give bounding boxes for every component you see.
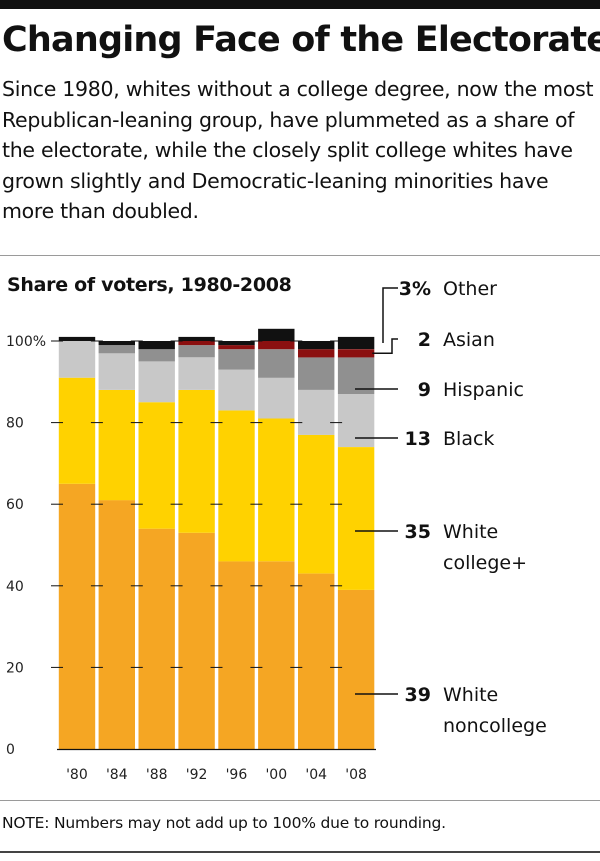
bar-segment bbox=[298, 434, 335, 574]
legend-label-line2: college+ bbox=[443, 552, 527, 574]
page-subtitle: Since 1980, whites without a college deg… bbox=[2, 77, 594, 223]
x-tick-label: '04 bbox=[305, 767, 327, 783]
legend-label-line2: noncollege bbox=[443, 715, 547, 737]
y-tick-label: 40 bbox=[6, 579, 24, 595]
legend-value: 2 bbox=[418, 329, 431, 351]
bar-segment bbox=[218, 345, 255, 350]
bottom-rule bbox=[0, 851, 600, 853]
chart-title: Share of voters, 1980-2008 bbox=[7, 274, 292, 296]
bar-segment bbox=[258, 561, 295, 749]
bar-segment bbox=[98, 390, 135, 501]
bar-segment bbox=[98, 353, 135, 390]
x-tick-label: '08 bbox=[345, 767, 367, 783]
bar-segment bbox=[258, 418, 295, 562]
bar-segment bbox=[218, 410, 255, 562]
bar-segment bbox=[138, 349, 175, 362]
bar-segment bbox=[218, 369, 255, 411]
legend-value: 39 bbox=[405, 684, 431, 706]
page-title: Changing Face of the Electorate bbox=[2, 20, 600, 60]
bar-segment bbox=[58, 341, 96, 378]
x-tick-label: '92 bbox=[186, 767, 208, 783]
bar-segment bbox=[138, 402, 175, 529]
bar-segment bbox=[298, 573, 335, 749]
y-tick-label: 80 bbox=[6, 416, 24, 432]
bar-segment bbox=[178, 390, 215, 533]
bar-segment bbox=[258, 377, 295, 419]
bar-segment bbox=[178, 336, 215, 341]
legend-value: 3% bbox=[399, 278, 431, 300]
legend-value: 9 bbox=[418, 379, 431, 401]
bar-segment bbox=[58, 336, 96, 341]
bar-segment bbox=[298, 357, 335, 390]
legend-value: 13 bbox=[405, 428, 431, 450]
y-tick-label: 60 bbox=[6, 497, 24, 513]
y-tick-label: 20 bbox=[6, 660, 24, 676]
bar-segment bbox=[258, 328, 295, 341]
bar-segment bbox=[337, 336, 375, 350]
bar-segment bbox=[58, 483, 96, 749]
bar-segment bbox=[138, 528, 175, 749]
bar-segment bbox=[178, 532, 215, 749]
bar-segment bbox=[98, 500, 135, 749]
bar-segment bbox=[58, 377, 96, 484]
legend-value: 35 bbox=[405, 521, 431, 543]
x-tick-label: '96 bbox=[226, 767, 248, 783]
bar-segment bbox=[218, 561, 255, 749]
divider-top bbox=[0, 255, 600, 256]
bar-segment bbox=[258, 341, 295, 350]
bar-segment bbox=[178, 345, 215, 358]
legend-label: Black bbox=[443, 428, 494, 450]
bar-segment bbox=[178, 357, 215, 390]
bar-segment bbox=[298, 341, 335, 350]
bar-segment bbox=[337, 357, 375, 394]
legend-label: Hispanic bbox=[443, 379, 524, 401]
bar-segment bbox=[138, 341, 175, 350]
footnote: NOTE: Numbers may not add up to 100% due… bbox=[2, 814, 446, 832]
bar-segment bbox=[98, 345, 135, 354]
bar-segment bbox=[298, 390, 335, 435]
bar-segment bbox=[218, 341, 255, 346]
bar-segment bbox=[138, 361, 175, 403]
divider-bottom bbox=[0, 800, 600, 801]
bar-segment bbox=[298, 349, 335, 358]
x-tick-label: '00 bbox=[265, 767, 287, 783]
bar-segment bbox=[178, 341, 215, 346]
bar-segment bbox=[98, 341, 135, 346]
bar-segment bbox=[337, 589, 375, 749]
legend-leader-line bbox=[372, 338, 398, 354]
bar-segment bbox=[337, 394, 375, 447]
x-tick-label: '88 bbox=[146, 767, 168, 783]
top-bar bbox=[0, 0, 600, 9]
bar-segment bbox=[258, 349, 295, 378]
x-tick-label: '80 bbox=[66, 767, 88, 783]
legend-leader-line bbox=[382, 287, 398, 343]
bar-segment bbox=[218, 349, 255, 370]
legend-label: Asian bbox=[443, 329, 495, 351]
legend-label: White bbox=[443, 521, 498, 543]
legend-label: Other bbox=[443, 278, 497, 300]
bar-segment bbox=[337, 349, 375, 358]
legend-label: White bbox=[443, 684, 498, 706]
bar-segment bbox=[337, 447, 375, 590]
y-tick-label: 0 bbox=[6, 742, 15, 758]
y-tick-label: 100% bbox=[6, 334, 46, 350]
x-tick-label: '84 bbox=[106, 767, 128, 783]
